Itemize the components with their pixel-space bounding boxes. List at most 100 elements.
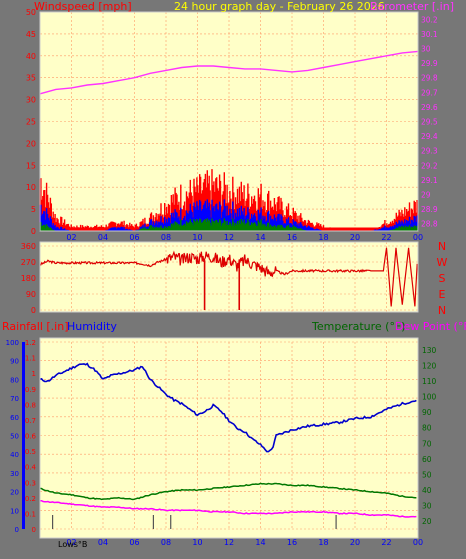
barometer-tick-label: 29 xyxy=(421,191,431,200)
top-x-tick-label: 16 xyxy=(287,233,297,242)
top-x-tick-label: 00 xyxy=(413,233,423,242)
rainfall-tick-label: 0.8 xyxy=(25,401,36,409)
temperature-tick-label: 120 xyxy=(422,361,437,370)
windspeed-tick-label: 50 xyxy=(26,8,36,17)
bottom-x-tick-label: 04 xyxy=(98,538,108,547)
barometer-tick-label: 29.2 xyxy=(421,161,438,170)
direction-tick-label: 360 xyxy=(21,242,36,251)
barometer-tick-label: 29.7 xyxy=(421,88,438,97)
top-x-tick-label: 08 xyxy=(161,233,171,242)
barometer-axis-label: Barometer [.in] xyxy=(370,0,454,13)
bottom-x-tick-label: 02 xyxy=(66,538,76,547)
rainfall-tick-label: 0.3 xyxy=(25,479,36,487)
bottom-x-tick-label: 16 xyxy=(287,538,297,547)
humidity-tick-label: 80 xyxy=(10,376,19,384)
dewpoint-line xyxy=(39,499,417,518)
barometer-tick-label: 30.2 xyxy=(421,15,438,24)
rainfall-tick-label: 1.2 xyxy=(25,339,36,347)
barometer-tick-label: 29.5 xyxy=(421,118,438,127)
compass-label: W xyxy=(437,256,448,269)
rainfall-tick-label: 0.1 xyxy=(25,510,36,518)
barometer-tick-label: 29.6 xyxy=(421,103,438,112)
barometer-tick-label: 30 xyxy=(421,45,431,54)
humidity-tick-label: 60 xyxy=(10,414,19,422)
rainfall-tick-label: 0.6 xyxy=(25,433,37,441)
barometer-line xyxy=(39,50,419,95)
top-x-tick-label: 10 xyxy=(192,233,202,242)
temperature-tick-label: 80 xyxy=(422,424,432,433)
temperature-axis-label: Temperature (°F) xyxy=(311,320,406,333)
graph-title: 24 hour graph day - February 26 2026 xyxy=(174,0,385,13)
direction-tick-label: 90 xyxy=(26,290,36,299)
top-x-tick-label: 06 xyxy=(129,233,139,242)
rainfall-axis-label: Rainfall [.in] xyxy=(2,320,69,333)
humidity-tick-label: 90 xyxy=(10,358,19,366)
bottom-x-tick-label: 06 xyxy=(129,538,139,547)
windspeed-tick-label: 0 xyxy=(31,227,36,236)
humidity-tick-label: 10 xyxy=(10,507,19,515)
windspeed-tick-label: 5 xyxy=(31,205,36,214)
top-x-tick-label: 04 xyxy=(98,233,108,242)
windspeed-tick-label: 35 xyxy=(26,74,36,83)
temperature-line xyxy=(39,482,417,501)
barometer-tick-label: 29.1 xyxy=(421,176,438,185)
temperature-tick-label: 110 xyxy=(422,377,437,386)
windspeed-tick-label: 20 xyxy=(26,139,36,148)
temperature-tick-label: 40 xyxy=(422,486,432,495)
bottom-x-tick-label: 14 xyxy=(255,538,265,547)
humidity-tick-label: 40 xyxy=(10,451,19,459)
top-x-tick-label: 22 xyxy=(381,233,391,242)
rainfall-tick-label: 0 xyxy=(32,526,36,534)
windspeed-axis-label: Windspeed [mph] xyxy=(34,0,132,13)
humidity-tick-label: 0 xyxy=(15,526,19,534)
lows-label: Lows°B xyxy=(58,540,87,549)
humidity-tick-label: 70 xyxy=(10,395,19,403)
temperature-tick-label: 90 xyxy=(422,408,432,417)
rainfall-tick-label: 0.4 xyxy=(25,464,37,472)
barometer-tick-label: 29.3 xyxy=(421,147,438,156)
direction-tick-label: 180 xyxy=(21,274,36,283)
temperature-tick-label: 20 xyxy=(422,517,432,526)
bottom-x-tick-label: 12 xyxy=(224,538,234,547)
top-x-tick-label: 02 xyxy=(66,233,76,242)
rainfall-tick-label: 1.1 xyxy=(25,355,36,363)
humidity-axis-label: Humidity xyxy=(67,320,117,333)
dewpoint-axis-label: Dew Point (°F) xyxy=(395,320,466,333)
wind-direction-line xyxy=(39,247,418,307)
bottom-plot-frame xyxy=(39,337,419,539)
humidity-tick-label: 20 xyxy=(10,489,19,497)
rainfall-tick-label: 0.2 xyxy=(25,495,36,503)
compass-label: E xyxy=(439,288,446,301)
bottom-x-tick-label: 08 xyxy=(161,538,171,547)
barometer-tick-label: 29.8 xyxy=(421,74,438,83)
humidity-axis-bar xyxy=(22,342,25,529)
bottom-x-tick-label: 18 xyxy=(318,538,328,547)
temperature-tick-label: 100 xyxy=(422,393,437,402)
barometer-tick-label: 28.9 xyxy=(421,205,438,214)
humidity-line xyxy=(39,362,417,453)
temperature-tick-label: 130 xyxy=(422,346,437,355)
top-x-tick-label: 20 xyxy=(350,233,360,242)
rainfall-tick-label: 0.7 xyxy=(25,417,36,425)
windspeed-tick-label: 25 xyxy=(26,118,36,127)
compass-label: S xyxy=(439,272,446,285)
windspeed-tick-label: 30 xyxy=(26,96,36,105)
direction-plot-area xyxy=(40,242,418,312)
windspeed-tick-label: 45 xyxy=(26,30,36,39)
barometer-tick-label: 28.8 xyxy=(421,220,438,229)
temperature-tick-label: 30 xyxy=(422,502,432,511)
direction-tick-label: 270 xyxy=(21,258,36,267)
rainfall-tick-label: 0.5 xyxy=(25,448,36,456)
rainfall-tick-label: 1 xyxy=(32,370,36,378)
top-plot-frame xyxy=(39,11,419,232)
barometer-tick-label: 30.1 xyxy=(421,30,438,39)
bottom-x-tick-label: 00 xyxy=(413,538,423,547)
temperature-tick-label: 70 xyxy=(422,439,432,448)
windspeed-tick-label: 15 xyxy=(26,161,36,170)
temperature-tick-label: 60 xyxy=(422,455,432,464)
temperature-tick-label: 50 xyxy=(422,470,432,479)
barometer-tick-label: 29.4 xyxy=(421,132,438,141)
windspeed-tick-label: 10 xyxy=(26,183,36,192)
direction-plot-frame xyxy=(39,241,419,313)
